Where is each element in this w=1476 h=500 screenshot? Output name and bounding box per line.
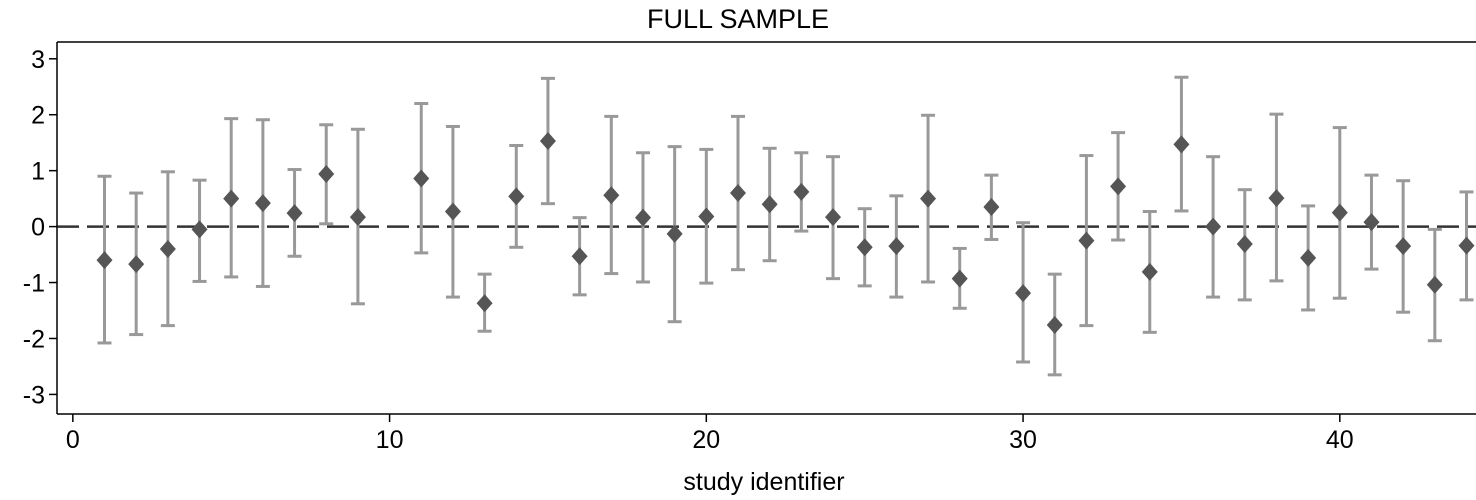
data-point — [951, 269, 968, 288]
data-point — [1300, 248, 1317, 267]
data-point — [508, 187, 525, 206]
data-point — [1236, 234, 1253, 253]
data-point — [539, 132, 556, 151]
data-point — [1363, 213, 1380, 232]
x-axis-title: study identifier — [683, 468, 844, 496]
y-tick-label: 3 — [31, 46, 45, 74]
data-point — [603, 186, 620, 205]
data-point — [318, 165, 335, 184]
data-point — [856, 238, 873, 257]
data-point — [476, 294, 493, 313]
data-point — [413, 169, 430, 188]
data-point — [920, 189, 937, 208]
chart-title: FULL SAMPLE — [646, 4, 830, 34]
data-point — [254, 194, 271, 213]
y-tick-label: -2 — [23, 325, 45, 353]
y-tick-label: -3 — [23, 381, 45, 409]
data-point — [1426, 275, 1443, 294]
data-point — [1205, 217, 1222, 236]
data-point — [888, 237, 905, 256]
y-tick-label: 1 — [31, 158, 45, 186]
x-tick-label: 20 — [692, 426, 720, 454]
data-point — [1110, 177, 1127, 196]
data-point — [1078, 231, 1095, 250]
data-point — [666, 224, 683, 243]
data-point — [1331, 203, 1348, 222]
y-tick-label: -1 — [23, 270, 45, 298]
x-tick-label: 30 — [1009, 426, 1037, 454]
data-point — [159, 239, 176, 258]
data-point — [96, 251, 113, 270]
x-tick-label: 10 — [376, 426, 404, 454]
data-point — [634, 208, 651, 227]
x-tick-label: 0 — [66, 426, 80, 454]
data-point — [825, 208, 842, 227]
data-point — [128, 255, 145, 274]
x-tick-label: 40 — [1326, 426, 1354, 454]
data-point — [1458, 236, 1475, 255]
data-point — [761, 195, 778, 214]
data-point — [1268, 189, 1285, 208]
y-tick-label: 2 — [31, 102, 45, 130]
data-point — [983, 198, 1000, 217]
data-point — [444, 202, 461, 221]
data-point — [286, 204, 303, 223]
data-point — [349, 208, 366, 227]
data-point — [698, 207, 715, 226]
data-point — [1046, 316, 1063, 335]
data-point — [1173, 135, 1190, 154]
data-point — [223, 189, 240, 208]
data-point — [1141, 262, 1158, 281]
data-point — [1395, 237, 1412, 256]
data-point — [191, 220, 208, 239]
data-point — [729, 184, 746, 203]
data-point — [1015, 284, 1032, 303]
data-point — [793, 182, 810, 201]
point-layer — [96, 132, 1475, 335]
data-point — [571, 247, 588, 266]
y-tick-label: 0 — [31, 214, 45, 242]
